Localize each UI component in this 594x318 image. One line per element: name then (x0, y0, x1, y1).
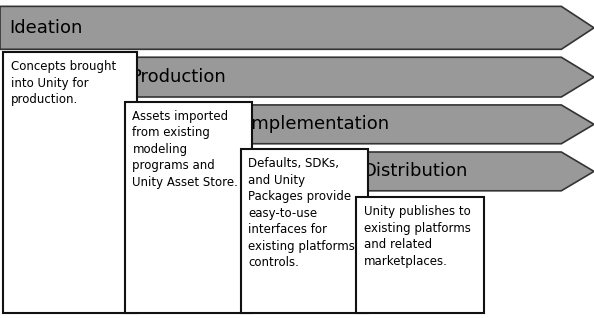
Bar (125, 102, 252, 313)
Text: Defaults, SDKs,
and Unity
Packages provide
easy-to-use
interfaces for
existing p: Defaults, SDKs, and Unity Packages provi… (248, 157, 358, 269)
Polygon shape (122, 57, 594, 97)
Text: Production: Production (131, 68, 226, 86)
Polygon shape (353, 152, 594, 191)
Text: Ideation: Ideation (9, 19, 83, 37)
Bar (241, 149, 368, 313)
Text: Assets imported
from existing
modeling
programs and
Unity Asset Store.: Assets imported from existing modeling p… (132, 110, 238, 189)
Bar (3, 52, 137, 313)
Bar (356, 197, 484, 313)
Text: Unity publishes to
existing platforms
and related
marketplaces.: Unity publishes to existing platforms an… (364, 205, 471, 268)
Polygon shape (238, 105, 594, 144)
Polygon shape (0, 6, 594, 49)
Text: Concepts brought
into Unity for
production.: Concepts brought into Unity for producti… (11, 60, 116, 107)
Text: Distribution: Distribution (362, 162, 467, 180)
Text: Implementation: Implementation (247, 115, 390, 133)
